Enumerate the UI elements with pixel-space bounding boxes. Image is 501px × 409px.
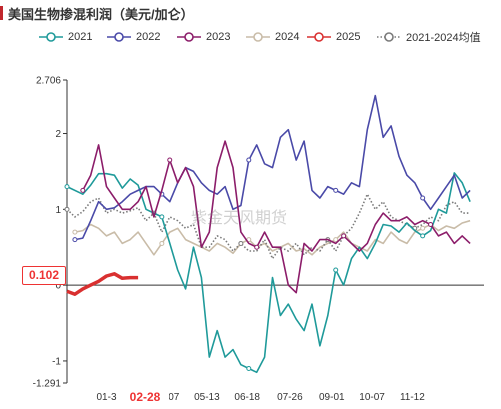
legend-item-3[interactable]: 2024 (245, 28, 299, 46)
current-date-label: 02-28 (129, 390, 161, 404)
legend-label: 2024 (275, 31, 300, 43)
legend-item-0[interactable]: 2021 (38, 28, 92, 46)
legend-label: 2021 (68, 31, 93, 43)
series-point-2 (80, 187, 86, 193)
y-tick-label: 2.706 (36, 76, 61, 87)
y-tick-label: -1 (52, 356, 61, 367)
series-point-2 (428, 221, 434, 227)
series-point-2 (254, 244, 260, 250)
series-line-1 (74, 94, 471, 241)
x-tick-label: 05-13 (194, 392, 220, 403)
series-point-0 (159, 214, 165, 220)
current-value-label: 0.102 (28, 268, 60, 282)
x-tick-label: 06-18 (234, 392, 260, 403)
series-point-3 (420, 225, 426, 231)
watermark: 紫金天风期货 (191, 210, 288, 227)
series-point-2 (341, 233, 347, 239)
legend-item-4[interactable]: 2025 (306, 28, 360, 46)
legend-marker-icon (177, 32, 201, 42)
legend: 2021 2022 2023 2024 2025 2021-2024均值 (0, 28, 501, 46)
x-tick-label: 09-01 (319, 392, 345, 403)
series-point-0 (64, 184, 70, 190)
title-accent (0, 6, 3, 20)
current-date-marker: 02-28 (121, 388, 169, 406)
legend-item-5[interactable]: 2021-2024均值 (376, 28, 481, 46)
chart-title: 美国生物掺混利润（美元/加仑） (8, 7, 194, 22)
series-point-1 (72, 237, 78, 243)
legend-marker-icon (307, 32, 331, 42)
series-point-3 (159, 240, 165, 246)
legend-label: 2025 (336, 31, 361, 43)
legend-label: 2022 (136, 31, 161, 43)
series-point-3 (72, 229, 78, 235)
legend-item-2[interactable]: 2023 (176, 28, 230, 46)
series-point-0 (333, 267, 339, 273)
x-tick-label: 01-3 (97, 392, 117, 403)
legend-label: 2021-2024均值 (406, 32, 481, 44)
series-line-3 (74, 219, 471, 256)
y-tick-label: 0 (55, 281, 61, 292)
series-point-1 (246, 157, 252, 163)
legend-marker-icon (107, 32, 131, 42)
series-line-4 (66, 272, 139, 296)
x-tick-label: 10-07 (359, 392, 385, 403)
series-point-5 (64, 206, 70, 212)
legend-marker-icon (39, 32, 63, 42)
series-line-2 (82, 140, 471, 294)
series-line-5 (66, 193, 471, 260)
series-line-0 (66, 172, 471, 374)
y-tick-label: -1.291 (33, 379, 62, 390)
series-point-1 (333, 187, 339, 193)
legend-label: 2023 (206, 31, 231, 43)
series-point-0 (420, 233, 426, 239)
series-point-0 (246, 366, 252, 372)
y-tick-label: 2 (55, 129, 61, 140)
current-value-marker: 0.102 (22, 266, 66, 285)
series-point-5 (238, 240, 244, 246)
title-bar: 美国生物掺混利润（美元/加仑） (0, 0, 501, 26)
x-tick-label: 07-26 (277, 392, 303, 403)
legend-marker-icon (377, 32, 401, 42)
legend-item-1[interactable]: 2022 (106, 28, 160, 46)
series-point-1 (420, 195, 426, 201)
x-tick-label: 11-12 (400, 392, 425, 403)
series-point-2 (167, 157, 173, 163)
series-point-3 (333, 237, 339, 243)
legend-marker-icon (246, 32, 270, 42)
y-tick-label: 1 (55, 205, 61, 216)
